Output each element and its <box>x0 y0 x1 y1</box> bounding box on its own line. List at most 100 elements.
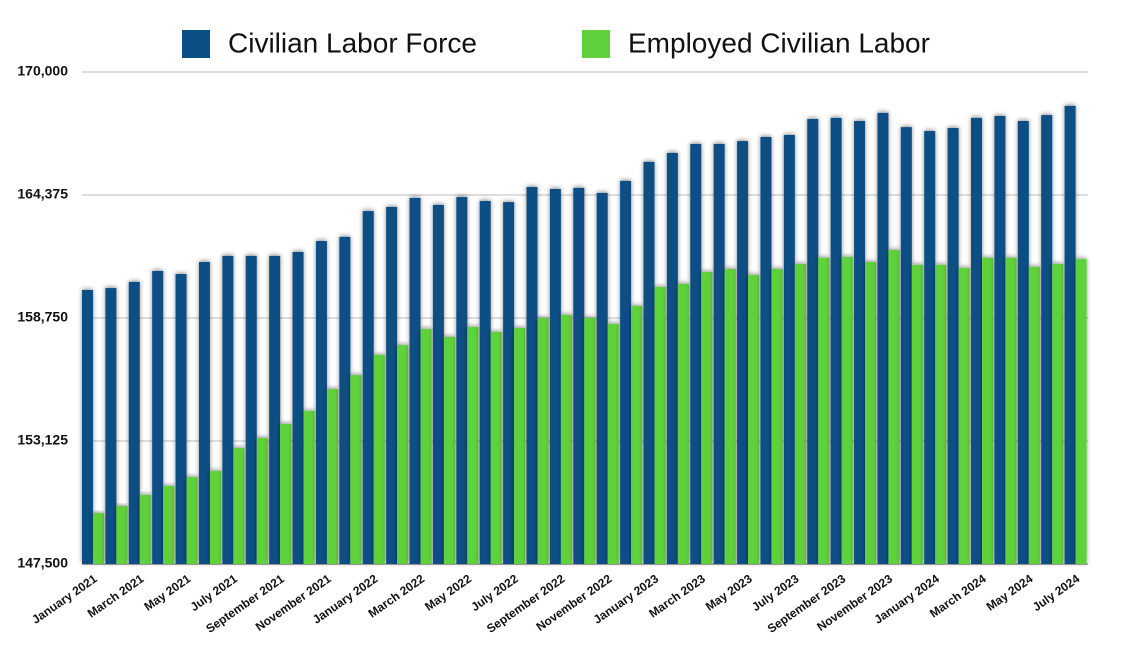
legend-swatch <box>582 30 610 58</box>
bar <box>92 513 104 564</box>
bar <box>1064 105 1076 564</box>
bar <box>526 187 538 564</box>
bar <box>490 331 502 564</box>
x-tick-label: September 2021 <box>203 571 287 635</box>
bar <box>549 188 561 564</box>
bar <box>971 117 983 565</box>
bar <box>315 241 327 564</box>
bar <box>1028 266 1040 564</box>
bar <box>175 274 187 564</box>
bar <box>760 136 772 564</box>
y-tick-label: 153,125 <box>17 432 68 448</box>
bar <box>947 127 959 564</box>
bar <box>596 192 608 564</box>
bar <box>830 117 842 565</box>
bar <box>573 187 585 565</box>
x-tick-label: September 2022 <box>484 571 568 635</box>
bar <box>233 448 245 564</box>
bar <box>443 337 455 564</box>
bar <box>607 323 619 564</box>
bar <box>958 267 970 564</box>
bar <box>116 506 128 564</box>
bar <box>256 438 268 564</box>
bar <box>794 263 806 564</box>
bar <box>373 354 385 564</box>
bar <box>1075 258 1087 564</box>
bar <box>432 204 444 564</box>
bar <box>350 375 362 564</box>
x-tick-label: January 2021 <box>29 571 100 626</box>
bar <box>326 389 338 564</box>
bar <box>1017 120 1029 565</box>
x-tick-label: May 2022 <box>422 571 474 613</box>
bar <box>643 161 655 564</box>
bar <box>128 281 140 564</box>
bar <box>280 424 292 564</box>
x-tick-label: May 2023 <box>703 571 755 613</box>
bar <box>560 314 572 564</box>
bar <box>841 256 853 564</box>
bar <box>783 134 795 564</box>
bar <box>503 202 515 564</box>
bar <box>584 318 596 564</box>
bar <box>152 270 164 564</box>
bar <box>818 257 830 564</box>
bar <box>888 249 900 564</box>
bar <box>654 286 666 564</box>
bar <box>677 283 689 564</box>
y-tick-label: 164,375 <box>17 186 68 202</box>
bar <box>982 257 994 564</box>
bar <box>666 152 678 564</box>
bar <box>479 201 491 564</box>
bar <box>82 290 93 564</box>
bar <box>105 288 117 564</box>
bar <box>420 328 432 564</box>
bar <box>409 197 421 564</box>
legend-label: Employed Civilian Labor <box>628 27 930 58</box>
bar <box>163 485 175 564</box>
bar <box>209 471 221 564</box>
bar <box>631 305 643 564</box>
bar <box>269 255 281 564</box>
bar <box>186 476 198 564</box>
bar <box>924 131 936 565</box>
bar <box>245 255 257 564</box>
bar <box>397 345 409 564</box>
bar <box>911 264 923 564</box>
bar <box>1052 263 1064 564</box>
bar <box>456 197 468 564</box>
bar <box>339 236 351 564</box>
bar <box>467 326 479 564</box>
bar <box>701 272 713 564</box>
legend-label: Civilian Labor Force <box>228 27 477 58</box>
y-tick-label: 170,000 <box>17 63 68 79</box>
bar <box>139 494 151 564</box>
bar <box>877 112 889 565</box>
bar <box>854 120 866 565</box>
bar <box>198 262 210 564</box>
bar <box>303 410 315 564</box>
y-tick-label: 158,750 <box>17 309 68 325</box>
y-tick-label: 147,500 <box>17 555 68 571</box>
bar <box>771 269 783 564</box>
bar <box>748 274 760 564</box>
bar <box>1005 257 1017 564</box>
bar <box>1041 115 1053 564</box>
bar <box>386 206 398 564</box>
bar <box>292 251 304 565</box>
x-tick-label: May 2024 <box>984 571 1036 613</box>
bar <box>362 211 374 564</box>
x-tick-label: May 2021 <box>141 571 193 613</box>
bar <box>737 141 749 564</box>
bar <box>690 143 702 564</box>
bar <box>537 318 549 564</box>
bar <box>514 328 526 564</box>
bar <box>994 115 1006 565</box>
bar <box>713 143 725 564</box>
bar <box>807 119 819 564</box>
x-tick-label: September 2023 <box>765 571 849 635</box>
bar <box>620 180 632 564</box>
legend-swatch <box>182 30 210 58</box>
bar <box>222 255 234 564</box>
